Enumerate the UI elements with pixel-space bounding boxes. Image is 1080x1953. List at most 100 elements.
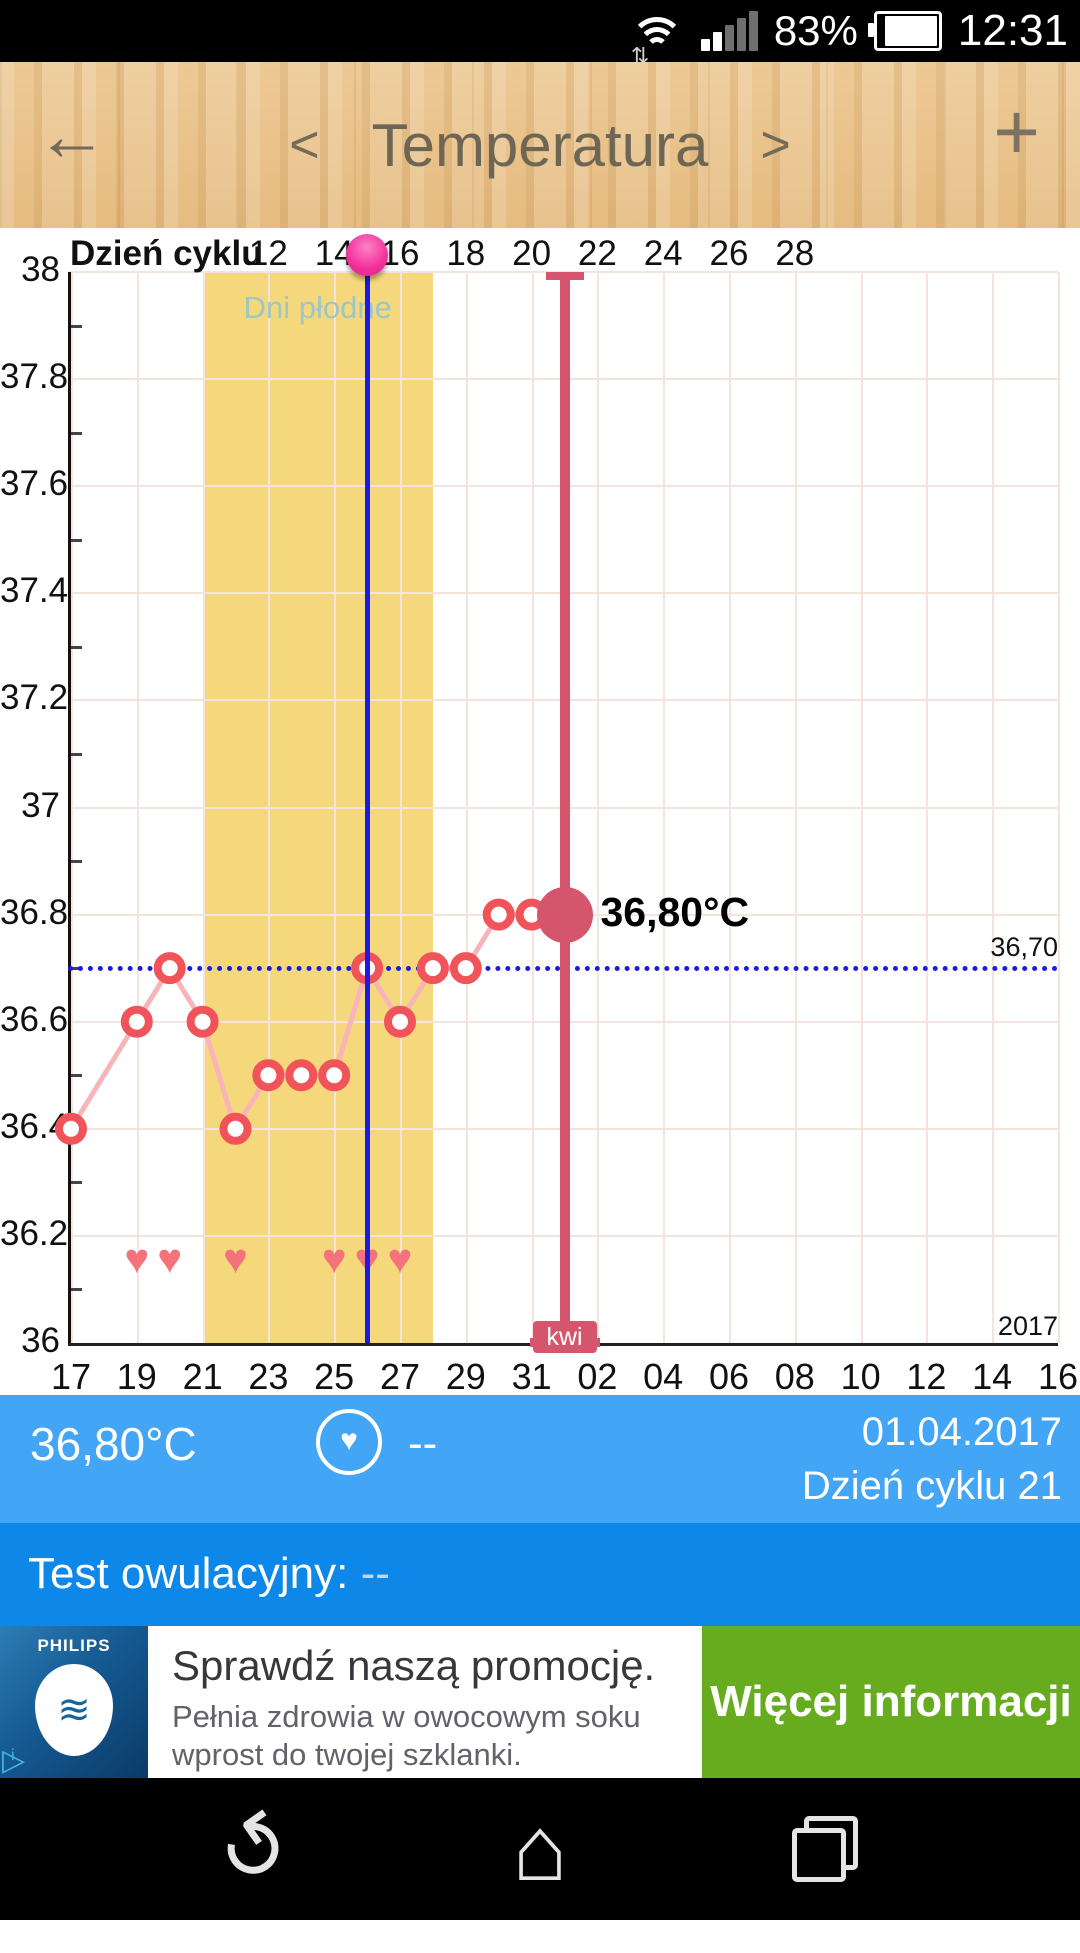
status-bar: ⇅ 83% 12:31 <box>0 0 1080 68</box>
x-tick-label: 10 <box>840 1356 881 1395</box>
temperature-chart[interactable]: Dni płodne Dzień cyklu 12 14 16 18 20 22 24 26 28 3… <box>0 228 1080 1395</box>
y-tick-label: 36.6 <box>0 999 69 1039</box>
signal-strength-icon <box>700 11 758 51</box>
next-chart-button[interactable]: > <box>760 116 791 174</box>
y-tick-label: 36.4 <box>0 1106 69 1146</box>
ad-headline: Sprawdź naszą promocję. <box>172 1642 656 1689</box>
wifi-icon: ⇅ <box>629 7 685 68</box>
advertiser-logo: PHILIPS ≋ <box>0 1626 148 1778</box>
nav-recents-button[interactable] <box>745 1778 905 1920</box>
prev-chart-button[interactable]: < <box>289 116 320 174</box>
selected-day-line <box>365 272 371 1343</box>
v-gridline <box>860 272 863 1343</box>
year-label: 2017 <box>997 1311 1058 1341</box>
y-tick-label: 37.4 <box>0 571 69 611</box>
y-minor-tick <box>68 538 82 542</box>
x-tick-label: 21 <box>182 1356 223 1395</box>
x-tick-label: 17 <box>50 1356 92 1395</box>
selected-data-point[interactable] <box>536 886 593 943</box>
summary-cycle-day: Dzień cyklu 21 <box>801 1464 1062 1508</box>
y-minor-tick <box>68 752 82 756</box>
intercourse-heart-icon: ♥ <box>316 1409 382 1475</box>
add-entry-button[interactable]: + <box>993 87 1040 176</box>
x-tick-label: 19 <box>116 1356 157 1395</box>
page-title: Temperatura <box>371 111 709 179</box>
y-tick-label: 36.8 <box>0 892 69 932</box>
ad-banner[interactable]: PHILIPS ≋ Sprawdź naszą promocję. Pełnia… <box>0 1626 1080 1778</box>
y-minor-tick <box>68 860 82 864</box>
x-tick-label: 02 <box>577 1356 618 1395</box>
v-gridline <box>663 272 666 1343</box>
cycle-day-tick-label: 22 <box>577 234 617 273</box>
month-marker-top-cap <box>545 272 584 280</box>
cycle-day-tick-label: 20 <box>512 234 552 273</box>
heart-marker: ♥ <box>321 1234 347 1282</box>
v-gridline <box>992 272 995 1343</box>
cycle-day-selected-dot[interactable] <box>346 234 389 276</box>
temperature-series <box>55 898 548 1145</box>
heart-marker: ♥ <box>124 1234 150 1282</box>
y-tick-label: 38 <box>21 250 60 289</box>
x-tick-label: 16 <box>1037 1356 1079 1395</box>
wifi-activity-arrows-icon: ⇅ <box>630 43 650 68</box>
nav-home-button[interactable]: ⌂ <box>512 1797 568 1900</box>
cycle-day-axis-title: Dzień cyklu <box>70 234 263 273</box>
v-gridline <box>1058 272 1060 1343</box>
x-tick-label: 14 <box>972 1356 1013 1395</box>
x-tick-label: 23 <box>248 1356 289 1395</box>
v-gridline <box>597 272 600 1343</box>
adchoices-icon[interactable]: ▷ i <box>2 1744 26 1777</box>
v-gridline <box>400 272 402 1343</box>
ad-body-line2: wprost do twojej szklanki. <box>172 1737 522 1772</box>
y-tick-label: 37 <box>21 785 60 825</box>
fertile-days-label: Dni płodne <box>243 290 392 325</box>
x-tick-label: 04 <box>643 1356 684 1395</box>
advertiser-brand-name: PHILIPS <box>37 1636 111 1655</box>
back-arrow-icon[interactable]: ← <box>36 96 108 176</box>
x-tick-label: 08 <box>774 1356 815 1395</box>
y-tick-label: 36 <box>21 1321 60 1360</box>
app-header: ← < Temperatura > + <box>0 62 1080 232</box>
x-tick-label: 31 <box>511 1356 552 1395</box>
x-tick-label: 12 <box>906 1356 947 1395</box>
v-gridline <box>465 272 468 1343</box>
y-tick-label: 37.2 <box>0 678 69 718</box>
v-gridline <box>926 272 929 1343</box>
month-marker-line <box>559 272 570 1343</box>
heart-marker: ♥ <box>223 1234 248 1282</box>
y-minor-tick <box>68 431 82 435</box>
summary-date: 01.04.2017 <box>861 1410 1062 1454</box>
y-axis-line <box>68 272 71 1343</box>
heart-marker: ♥ <box>157 1234 183 1282</box>
status-clock: 12:31 <box>957 6 1068 55</box>
v-gridline <box>334 272 337 1343</box>
x-tick-label: 27 <box>379 1356 421 1395</box>
selected-point-label: 36,80°C <box>600 888 750 935</box>
y-tick-label: 36.2 <box>0 1213 69 1253</box>
ad-body-line1: Pełnia zdrowia w owocowym soku <box>172 1699 641 1734</box>
philips-shield-icon: ≋ <box>35 1664 113 1756</box>
cycle-day-tick-label: 24 <box>643 234 683 273</box>
v-gridline <box>268 272 271 1343</box>
summary-temperature: 36,80°C <box>30 1418 197 1470</box>
ad-cta-button[interactable]: Więcej informacji <box>702 1626 1080 1778</box>
cycle-day-tick-label: 28 <box>775 234 815 273</box>
android-nav-bar: ↺ ⌂ <box>0 1778 1080 1920</box>
ovulation-test-value: -- <box>360 1549 390 1598</box>
ovulation-test-bar: Test owulacyjny: -- <box>0 1523 1080 1626</box>
day-summary-bar[interactable]: 36,80°C ♥ -- 01.04.2017 Dzień cyklu 21 <box>0 1395 1080 1523</box>
y-minor-tick <box>68 1181 82 1185</box>
reference-line-label: 36,70 <box>990 932 1058 963</box>
cycle-day-tick-label: 18 <box>446 234 486 273</box>
y-tick-label: 37.8 <box>0 357 69 397</box>
battery-percent: 83% <box>773 7 858 54</box>
y-minor-tick <box>68 1288 82 1292</box>
v-gridline <box>729 272 731 1343</box>
x-tick-label: 06 <box>708 1356 750 1395</box>
v-gridline <box>794 272 797 1343</box>
ovulation-test-label: Test owulacyjny: <box>28 1549 349 1598</box>
v-gridline <box>71 272 73 1343</box>
battery-icon <box>867 11 942 51</box>
heart-marker: ♥ <box>387 1234 413 1282</box>
intercourse-value: -- <box>408 1419 438 1468</box>
